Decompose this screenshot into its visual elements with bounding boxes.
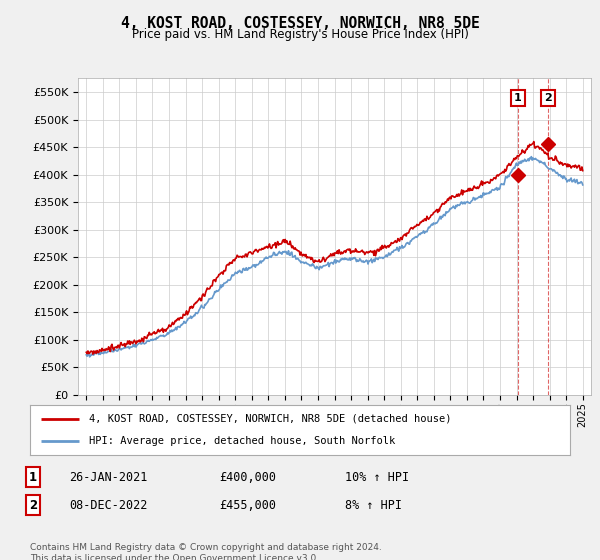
Text: 2: 2 [29,498,37,512]
Text: 8% ↑ HPI: 8% ↑ HPI [345,498,402,512]
Text: 1: 1 [514,92,521,102]
Text: 4, KOST ROAD, COSTESSEY, NORWICH, NR8 5DE: 4, KOST ROAD, COSTESSEY, NORWICH, NR8 5D… [121,16,479,31]
Text: 08-DEC-2022: 08-DEC-2022 [69,498,148,512]
Text: Price paid vs. HM Land Registry's House Price Index (HPI): Price paid vs. HM Land Registry's House … [131,28,469,41]
Text: 4, KOST ROAD, COSTESSEY, NORWICH, NR8 5DE (detached house): 4, KOST ROAD, COSTESSEY, NORWICH, NR8 5D… [89,414,452,424]
Text: £455,000: £455,000 [219,498,276,512]
Text: HPI: Average price, detached house, South Norfolk: HPI: Average price, detached house, Sout… [89,436,395,446]
Text: 1: 1 [29,470,37,484]
Text: £400,000: £400,000 [219,470,276,484]
Text: 2: 2 [545,92,553,102]
Text: Contains HM Land Registry data © Crown copyright and database right 2024.
This d: Contains HM Land Registry data © Crown c… [30,543,382,560]
Text: 10% ↑ HPI: 10% ↑ HPI [345,470,409,484]
Text: 26-JAN-2021: 26-JAN-2021 [69,470,148,484]
